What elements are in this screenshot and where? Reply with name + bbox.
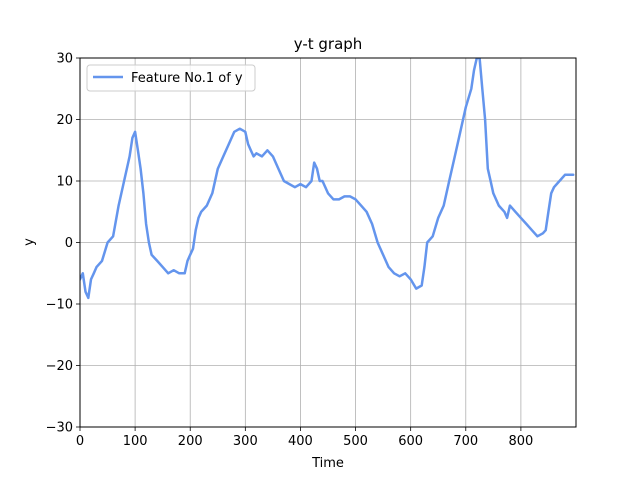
y-tick-label: 10 — [56, 175, 73, 190]
y-axis: −30 −20 −10 0 10 20 30 — [46, 52, 80, 436]
x-tick-label: 400 — [288, 434, 313, 449]
y-tick-label: −30 — [46, 421, 73, 436]
chart-title: y-t graph — [294, 35, 363, 53]
y-tick-label: 20 — [56, 113, 73, 128]
y-tick-label: 30 — [56, 52, 73, 67]
y-axis-label: y — [22, 238, 37, 246]
x-tick-label: 200 — [178, 434, 203, 449]
x-tick-label: 300 — [233, 434, 258, 449]
legend-label: Feature No.1 of y — [131, 71, 243, 86]
x-tick-label: 500 — [343, 434, 368, 449]
x-axis-label: Time — [311, 456, 344, 471]
x-axis: 0 100 200 300 400 500 600 700 800 — [76, 427, 533, 449]
x-tick-label: 700 — [453, 434, 478, 449]
x-tick-label: 0 — [76, 434, 84, 449]
x-tick-label: 600 — [398, 434, 423, 449]
y-tick-label: −20 — [46, 359, 73, 374]
x-tick-label: 100 — [123, 434, 148, 449]
y-tick-label: 0 — [65, 236, 73, 251]
y-tick-label: −10 — [46, 298, 73, 313]
legend: Feature No.1 of y — [86, 64, 256, 92]
grid — [79, 57, 576, 428]
x-tick-label: 800 — [508, 434, 533, 449]
series-line-1 — [80, 58, 575, 300]
legend-box — [86, 64, 256, 92]
series-layer — [80, 58, 575, 300]
